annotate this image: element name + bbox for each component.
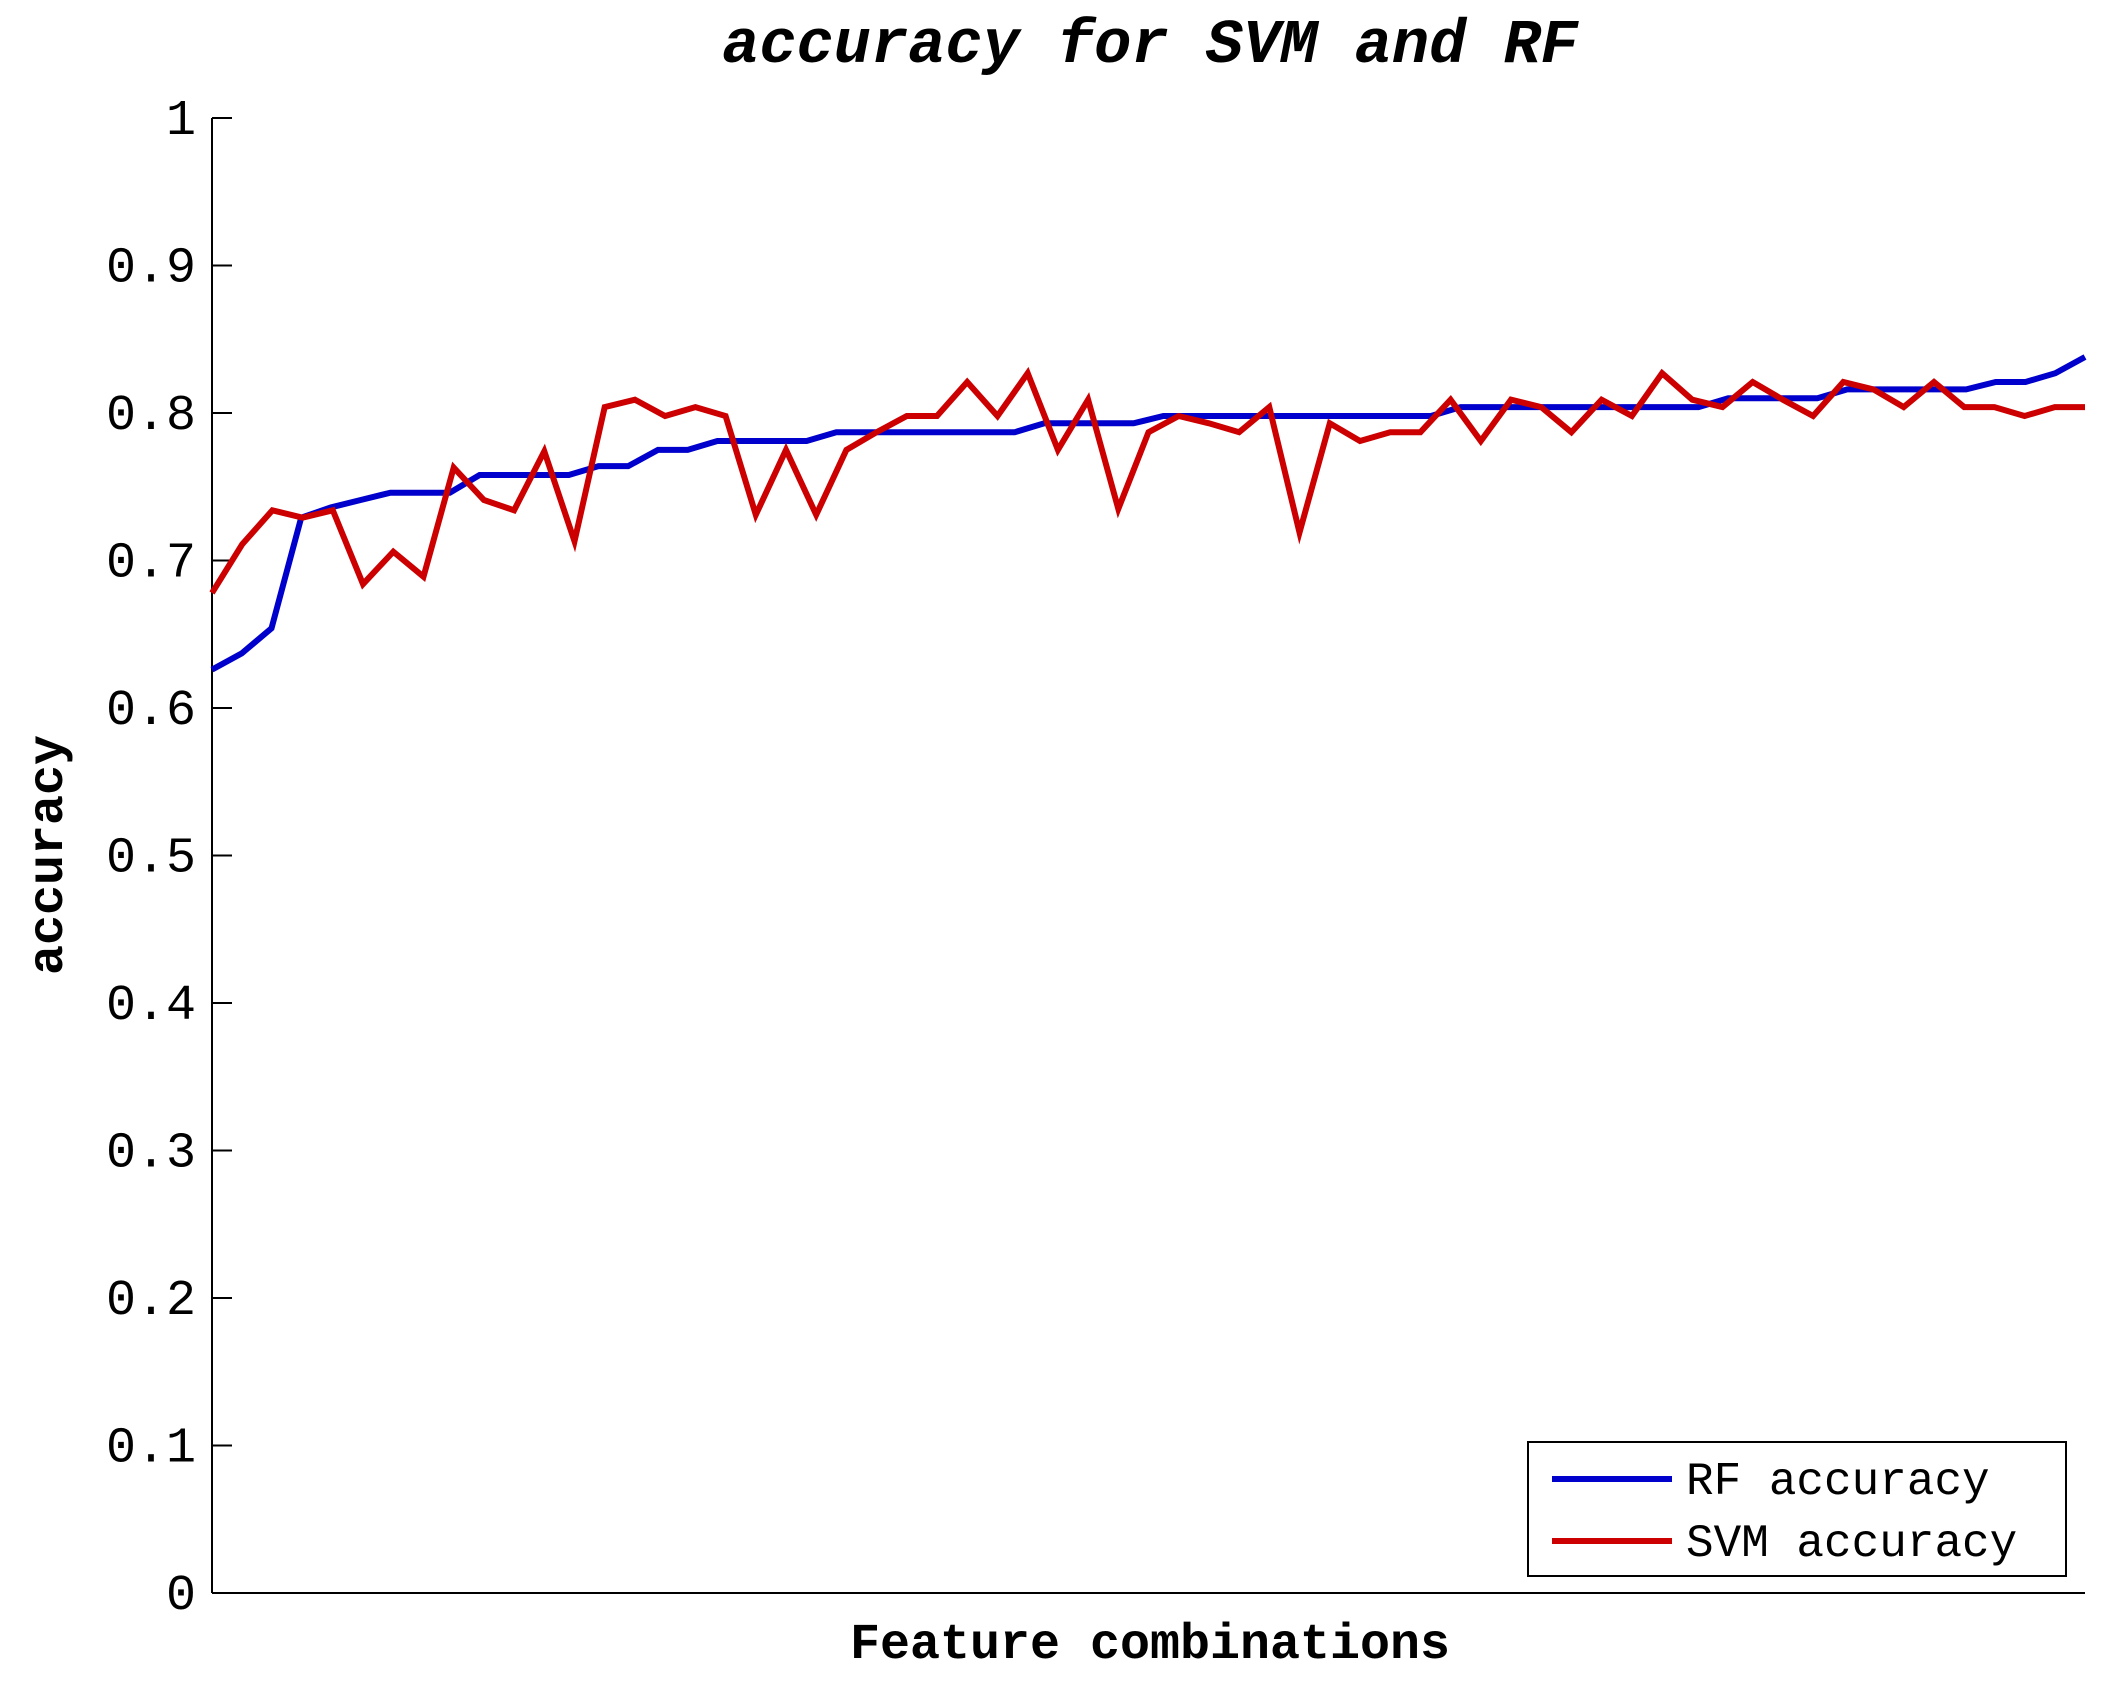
plot-area: 0 0.1 0.2 0.3 0.4 0.5 0.6 0.7 0.8 0.9 1 [106,93,2087,1625]
y-tick-label: 0.5 [106,831,196,888]
y-tick-label: 0.9 [106,241,196,298]
y-tick-label: 0.1 [106,1421,196,1478]
y-tick-label: 0.8 [106,388,196,445]
legend: RF accuracy SVM accuracy [1527,1441,2067,1577]
legend-label: RF accuracy [1686,1456,1990,1508]
legend-label: SVM accuracy [1686,1518,2017,1570]
series-line-rf [210,354,2087,673]
x-axis-label: Feature combinations [850,1617,1450,1674]
series-line-svm [209,366,2085,595]
legend-box [1527,1441,2067,1577]
y-tick-label: 0 [166,1568,196,1625]
y-tick-label: 0.3 [106,1126,196,1183]
y-tick-label: 0.4 [106,978,196,1035]
y-tick-label: 0.2 [106,1273,196,1330]
y-tick-label: 1 [166,93,196,150]
y-tick-label: 0.6 [106,683,196,740]
y-tick-label: 0.7 [106,536,196,593]
chart-title: accuracy for SVM and RF [722,10,1580,81]
y-axis-label: accuracy [21,735,78,975]
